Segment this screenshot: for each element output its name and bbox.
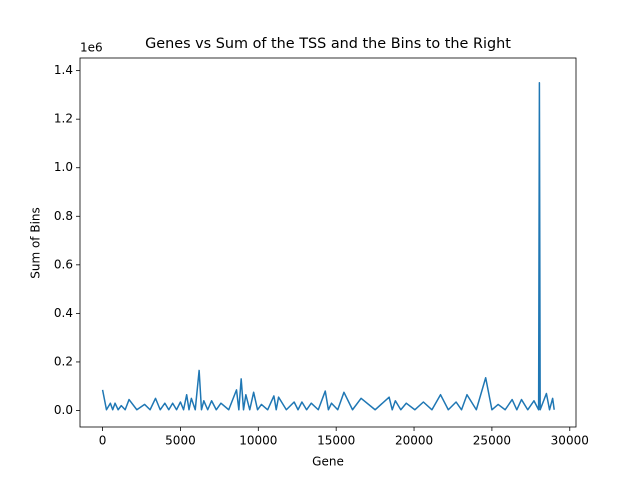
- x-tick-label: 10000: [239, 434, 277, 448]
- plot-frame: [79, 57, 577, 428]
- data-line: [101, 82, 555, 411]
- y-tick-label: 0.6: [54, 257, 73, 271]
- x-tick-label: 20000: [395, 434, 433, 448]
- y-tick-label: 0.2: [54, 354, 73, 368]
- x-axis-label: Gene: [312, 455, 344, 469]
- x-tick-label: 25000: [473, 434, 511, 448]
- x-tick-label: 30000: [551, 434, 589, 448]
- y-tick-label: 1.2: [54, 112, 73, 126]
- y-tick-label: 1.0: [54, 160, 73, 174]
- x-tick-label: 0: [99, 434, 107, 448]
- y-tick-label: 0.8: [54, 209, 73, 223]
- y-tick-label: 0.4: [54, 306, 73, 320]
- y-offset-label: 1e6: [80, 41, 103, 55]
- chart-title: Genes vs Sum of the TSS and the Bins to …: [145, 36, 511, 52]
- x-tick-label: 5000: [165, 434, 196, 448]
- y-axis-label: Sum of Bins: [29, 207, 43, 279]
- y-tick-label: 1.4: [54, 63, 73, 77]
- y-tick-label: 0.0: [54, 403, 73, 417]
- x-tick-label: 15000: [317, 434, 355, 448]
